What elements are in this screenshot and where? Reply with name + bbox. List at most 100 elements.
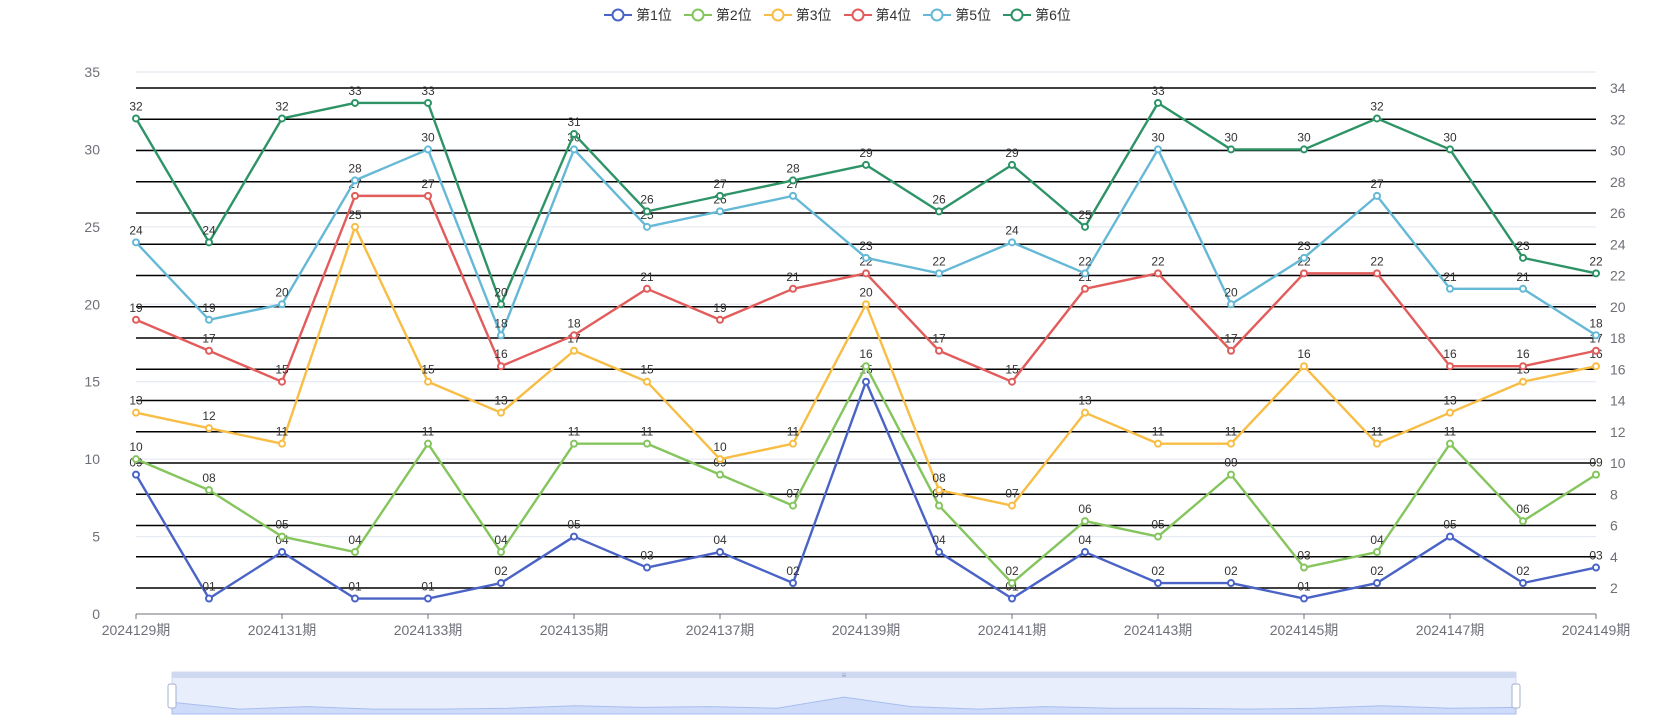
data-point[interactable] xyxy=(1227,300,1235,309)
legend-item[interactable]: 第1位 xyxy=(604,4,672,26)
data-point[interactable] xyxy=(570,439,578,448)
data-point[interactable] xyxy=(716,191,724,200)
data-point[interactable] xyxy=(132,315,140,324)
data-point[interactable] xyxy=(789,579,797,588)
data-point[interactable] xyxy=(862,300,870,309)
data-zoom-slider[interactable]: ≡ xyxy=(167,671,1521,715)
legend-item[interactable]: 第3位 xyxy=(763,4,832,26)
data-point[interactable] xyxy=(205,424,213,433)
data-point[interactable] xyxy=(1154,145,1162,154)
data-point[interactable] xyxy=(643,207,651,216)
data-point[interactable] xyxy=(1446,284,1454,293)
data-point[interactable] xyxy=(789,176,797,185)
data-point[interactable] xyxy=(1081,222,1089,231)
data-point[interactable] xyxy=(1519,579,1527,588)
legend-item[interactable]: 第5位 xyxy=(923,4,991,26)
data-point[interactable] xyxy=(1300,253,1308,262)
data-point[interactable] xyxy=(1081,269,1089,278)
data-point[interactable] xyxy=(205,238,213,247)
data-point[interactable] xyxy=(497,548,505,557)
data-point[interactable] xyxy=(1446,439,1454,448)
data-point[interactable] xyxy=(1300,362,1308,371)
data-point[interactable] xyxy=(1008,238,1016,247)
data-point[interactable] xyxy=(351,176,359,185)
data-point[interactable] xyxy=(1008,160,1016,169)
data-point[interactable] xyxy=(789,284,797,293)
data-point[interactable] xyxy=(424,98,432,107)
data-point[interactable] xyxy=(1592,563,1600,572)
data-point[interactable] xyxy=(1154,579,1162,588)
data-point[interactable] xyxy=(1227,145,1235,154)
data-point[interactable] xyxy=(1373,548,1381,557)
data-point[interactable] xyxy=(1154,439,1162,448)
legend-item[interactable]: 第2位 xyxy=(683,4,752,26)
data-point[interactable] xyxy=(1154,98,1162,107)
data-point[interactable] xyxy=(1592,331,1600,340)
data-point[interactable] xyxy=(862,269,870,278)
data-point[interactable] xyxy=(351,98,359,107)
data-point[interactable] xyxy=(1081,284,1089,293)
data-point[interactable] xyxy=(278,114,286,123)
data-point[interactable] xyxy=(1592,362,1600,371)
data-point[interactable] xyxy=(424,191,432,200)
data-point[interactable] xyxy=(1592,346,1600,355)
data-point[interactable] xyxy=(1300,594,1308,603)
data-point[interactable] xyxy=(935,269,943,278)
data-point[interactable] xyxy=(351,594,359,603)
zoom-resize-handle[interactable] xyxy=(1511,683,1521,709)
data-point[interactable] xyxy=(424,594,432,603)
zoom-resize-handle[interactable] xyxy=(167,683,177,709)
data-point[interactable] xyxy=(1446,362,1454,371)
data-point[interactable] xyxy=(1008,579,1016,588)
legend-item[interactable]: 第4位 xyxy=(843,4,911,26)
data-point[interactable] xyxy=(351,222,359,231)
data-point[interactable] xyxy=(278,439,286,448)
data-point[interactable] xyxy=(1446,532,1454,541)
data-point[interactable] xyxy=(1446,145,1454,154)
data-point[interactable] xyxy=(643,439,651,448)
data-point[interactable] xyxy=(1373,269,1381,278)
data-point[interactable] xyxy=(497,331,505,340)
data-point[interactable] xyxy=(497,408,505,417)
data-point[interactable] xyxy=(643,284,651,293)
data-point[interactable] xyxy=(862,160,870,169)
data-point[interactable] xyxy=(132,470,140,479)
data-point[interactable] xyxy=(278,548,286,557)
data-point[interactable] xyxy=(1519,362,1527,371)
data-point[interactable] xyxy=(1300,145,1308,154)
data-point[interactable] xyxy=(716,470,724,479)
data-point[interactable] xyxy=(1227,346,1235,355)
data-point[interactable] xyxy=(1373,579,1381,588)
data-point[interactable] xyxy=(570,129,578,138)
data-point[interactable] xyxy=(1519,253,1527,262)
data-point[interactable] xyxy=(1592,269,1600,278)
data-point[interactable] xyxy=(1227,579,1235,588)
data-point[interactable] xyxy=(935,501,943,510)
data-point[interactable] xyxy=(643,377,651,386)
data-point[interactable] xyxy=(1008,594,1016,603)
data-point[interactable] xyxy=(1227,439,1235,448)
data-point[interactable] xyxy=(424,145,432,154)
data-point[interactable] xyxy=(1081,408,1089,417)
data-point[interactable] xyxy=(935,548,943,557)
data-point[interactable] xyxy=(862,377,870,386)
data-point[interactable] xyxy=(1592,470,1600,479)
data-point[interactable] xyxy=(1008,501,1016,510)
data-point[interactable] xyxy=(1519,517,1527,526)
data-point[interactable] xyxy=(1154,269,1162,278)
data-point[interactable] xyxy=(570,331,578,340)
data-point[interactable] xyxy=(205,594,213,603)
data-point[interactable] xyxy=(424,377,432,386)
data-point[interactable] xyxy=(1081,517,1089,526)
data-point[interactable] xyxy=(132,114,140,123)
data-point[interactable] xyxy=(789,191,797,200)
data-point[interactable] xyxy=(643,222,651,231)
data-point[interactable] xyxy=(1008,377,1016,386)
data-point[interactable] xyxy=(278,300,286,309)
data-point[interactable] xyxy=(789,501,797,510)
data-point[interactable] xyxy=(1227,470,1235,479)
data-point[interactable] xyxy=(497,362,505,371)
data-point[interactable] xyxy=(132,238,140,247)
data-point[interactable] xyxy=(716,548,724,557)
data-point[interactable] xyxy=(278,532,286,541)
